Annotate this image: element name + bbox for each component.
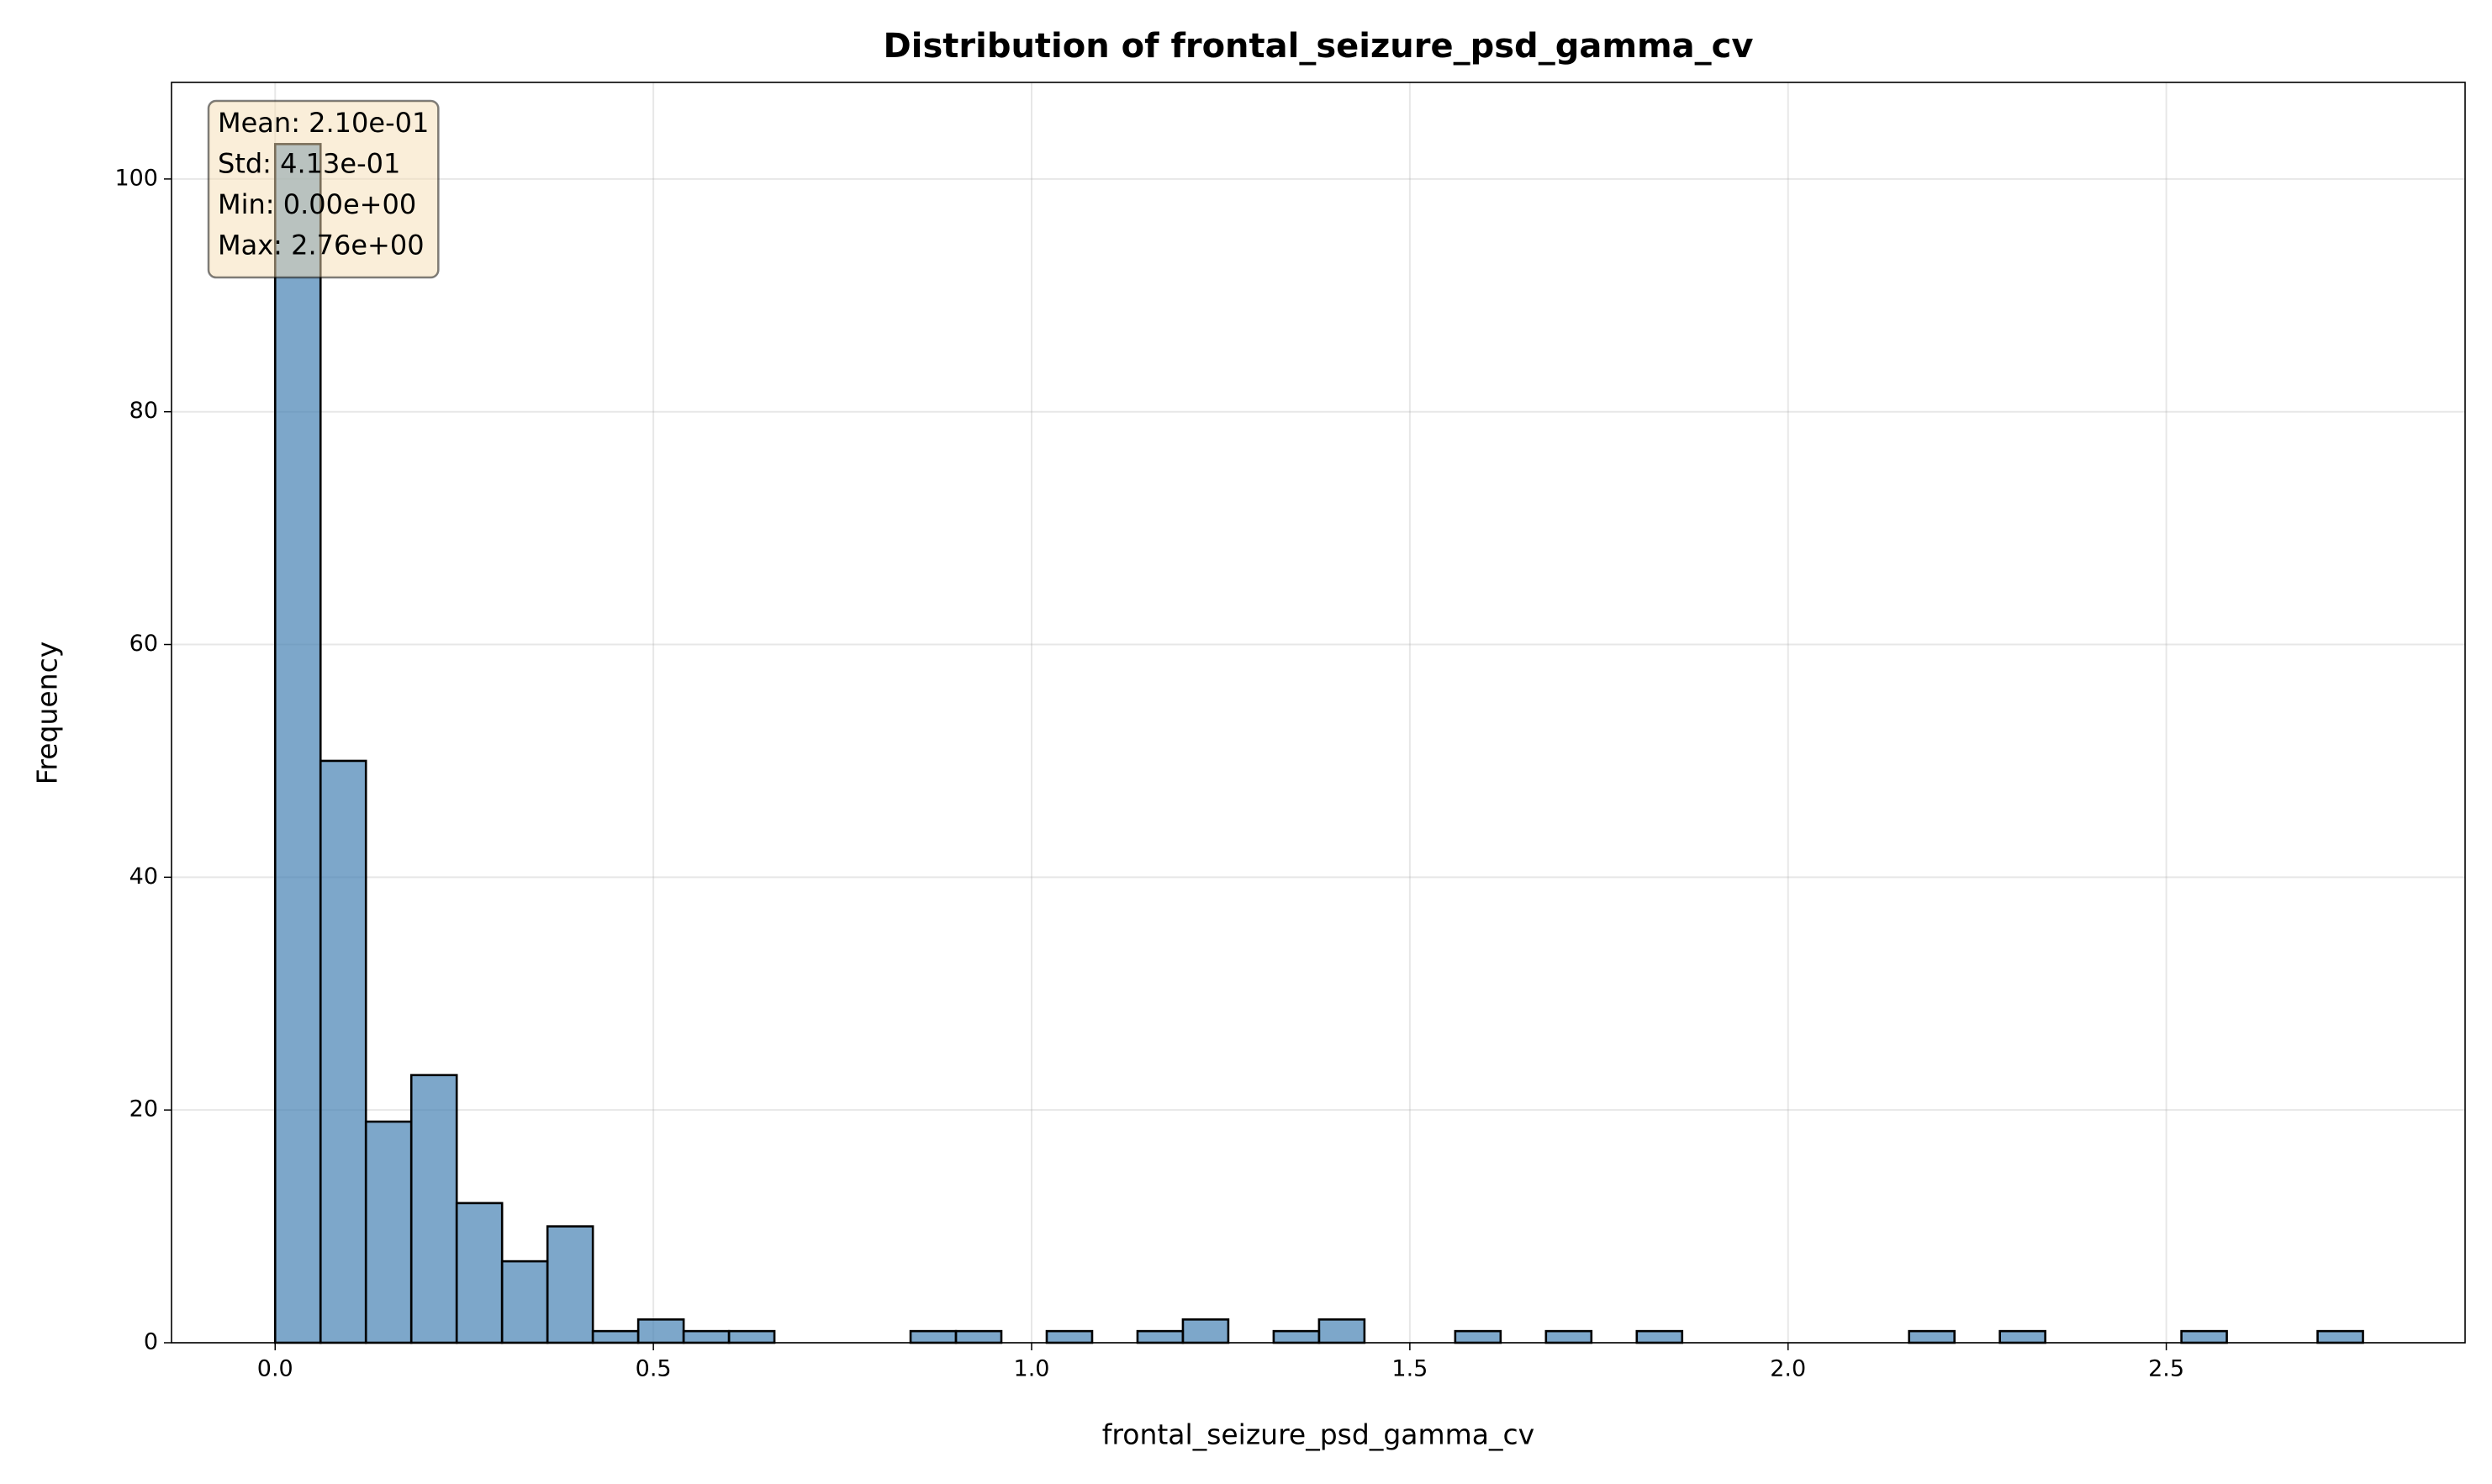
y-tick-label: 40 (129, 863, 158, 890)
x-tick-label: 0.0 (257, 1356, 293, 1382)
x-axis-label: frontal_seizure_psd_gamma_cv (1102, 1418, 1534, 1451)
bar (1908, 1329, 1956, 1344)
stats-text: Max: 2.76e+00 (218, 230, 425, 261)
bar (2316, 1329, 2364, 1344)
bar (954, 1329, 1003, 1344)
bar (273, 143, 322, 1344)
bar (727, 1329, 776, 1344)
bar (455, 1201, 504, 1344)
bar (682, 1329, 731, 1344)
bar (909, 1329, 958, 1344)
y-tick-label: 100 (114, 165, 158, 191)
x-tick-label: 1.5 (1391, 1356, 1428, 1382)
y-tick-label: 0 (144, 1329, 158, 1355)
bar (1181, 1318, 1230, 1344)
bar (500, 1260, 549, 1344)
stats-box-frame (207, 99, 440, 279)
y-tick-label: 20 (129, 1096, 158, 1122)
y-tick-label: 60 (129, 631, 158, 657)
bar (1045, 1329, 1094, 1344)
bar (2180, 1329, 2228, 1344)
bar (1317, 1318, 1366, 1344)
stats-box: Mean: 2.10e-01 Std: 4.13e-01 Min: 0.00e+00… (207, 99, 440, 279)
stats-text: Mean: 2.10e-01 (218, 107, 429, 139)
bar (1272, 1329, 1321, 1344)
x-tick-label: 2.0 (1770, 1356, 1806, 1382)
x-tick-label: 0.5 (636, 1356, 672, 1382)
bar (546, 1225, 594, 1344)
bar (319, 759, 367, 1344)
plot-frame (171, 82, 2466, 1344)
bar (1136, 1329, 1185, 1344)
stats-text: Std: 4.13e-01 (218, 148, 400, 180)
x-tick-label: 1.0 (1014, 1356, 1050, 1382)
bar (409, 1074, 458, 1344)
chart-title: Distribution of frontal_seizure_psd_gamm… (884, 27, 1754, 66)
bar (364, 1120, 413, 1344)
x-tick-label: 2.5 (2148, 1356, 2184, 1382)
bar (1998, 1329, 2046, 1344)
bar (591, 1329, 640, 1344)
bar (1454, 1329, 1502, 1344)
y-tick-label: 80 (129, 398, 158, 424)
stats-text: Min: 0.00e+00 (218, 188, 416, 220)
bar (1635, 1329, 1684, 1344)
y-axis-label: Frequency (31, 642, 64, 784)
bar (1544, 1329, 1593, 1344)
bar (636, 1318, 685, 1344)
